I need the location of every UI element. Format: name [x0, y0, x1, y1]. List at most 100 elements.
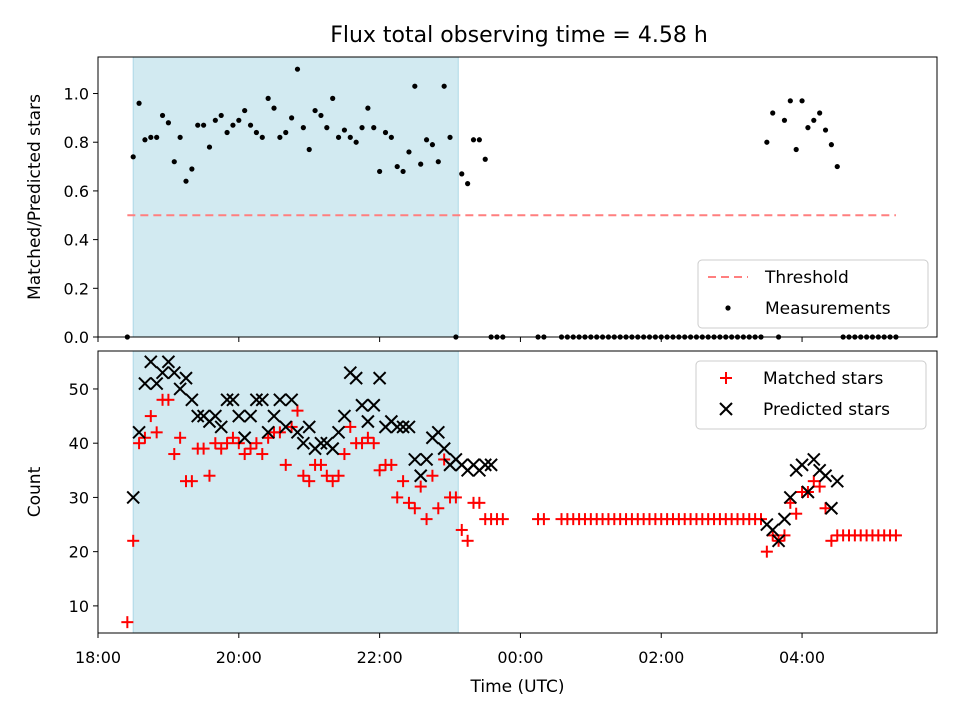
matched-star-point: [338, 448, 351, 461]
measurement-point: [206, 144, 213, 150]
measurement-point: [318, 112, 324, 119]
matched-star-point: [537, 513, 550, 526]
measurement-point: [400, 168, 406, 175]
predicted-star-point: [185, 393, 199, 407]
y-axis-label: Matched/Predicted stars: [25, 94, 45, 300]
matched-star-point: [790, 507, 803, 520]
measurement-point: [764, 139, 770, 145]
measurement-point: [805, 125, 811, 131]
predicted-star-point: [777, 512, 792, 526]
matched-star-point: [449, 491, 462, 504]
matched-star-point: [391, 491, 404, 504]
measurement-point: [159, 112, 166, 119]
matched-star-point: [344, 420, 357, 433]
measurement-point: [148, 134, 154, 140]
predicted-star-point: [155, 365, 170, 380]
shaded-observing-window: [132, 350, 459, 634]
measurement-point: [171, 159, 177, 165]
measurement-point: [423, 137, 430, 143]
legend-matched-swatch: [720, 372, 732, 384]
matched-star-point: [174, 431, 187, 444]
predicted-star-point: [807, 452, 821, 467]
predicted-star-point: [484, 458, 498, 472]
measurement-point: [412, 83, 418, 89]
measurement-point: [406, 149, 412, 155]
measurement-point: [154, 134, 160, 140]
measurement-point: [259, 134, 265, 140]
legend-box: [695, 360, 927, 430]
matched-star-point: [784, 496, 797, 509]
predicted-star-point: [279, 420, 293, 434]
measurement-point: [341, 127, 348, 133]
measurement-point: [787, 98, 793, 104]
predicted-star-point: [437, 441, 451, 456]
measurement-point: [201, 122, 207, 128]
legend-label: Measurements: [765, 299, 891, 319]
measurement-point: [447, 134, 453, 140]
predicted-star-point: [337, 409, 352, 423]
matched-star-point: [889, 529, 902, 542]
measurement-point: [353, 139, 359, 145]
y-axis-label: Count: [25, 466, 45, 517]
predicted-star-point: [161, 355, 176, 369]
measurement-point: [247, 122, 254, 128]
matched-star-point: [473, 496, 486, 509]
predicted-star-point: [226, 393, 240, 407]
legend-measurements-swatch: [725, 305, 731, 311]
x-tick-label: 20:00: [216, 648, 262, 667]
x-tick-label: 00:00: [497, 648, 543, 667]
matched-star-point: [244, 442, 257, 455]
measurement-point: [811, 117, 817, 123]
measurement-point: [781, 117, 788, 123]
measurement-point: [377, 168, 383, 175]
predicted-star-point: [771, 534, 786, 548]
y-tick-label: 20: [69, 543, 89, 562]
measurement-point: [817, 110, 823, 116]
y-tick-label: 0.0: [64, 328, 89, 347]
predicted-star-point: [390, 420, 404, 434]
matched-star-point: [385, 458, 398, 471]
predicted-star-point: [302, 420, 316, 434]
y-tick-label: 40: [69, 434, 89, 453]
measurement-point: [283, 129, 289, 136]
matched-star-point: [279, 458, 292, 471]
measurement-point: [277, 134, 283, 140]
measurement-point: [165, 120, 172, 126]
measurement-point: [294, 66, 301, 72]
predicted-star-point: [138, 376, 152, 391]
shaded-observing-window: [132, 56, 459, 338]
matched-star-point: [185, 475, 198, 488]
matched-star-point: [215, 442, 228, 455]
measurement-point: [230, 122, 236, 128]
measurement-point: [793, 146, 799, 153]
predicted-star-point: [149, 376, 164, 391]
predicted-star-point: [273, 393, 287, 407]
measurement-point: [470, 137, 477, 143]
x-tick-label: 18:00: [75, 648, 121, 667]
measurement-point: [324, 125, 330, 131]
predicted-star-point: [766, 523, 780, 537]
matched-star-point: [361, 431, 374, 444]
measurement-point: [195, 122, 201, 128]
measurement-point: [224, 129, 230, 136]
predicted-star-point: [314, 436, 328, 450]
legend-predicted-swatch: [719, 402, 733, 416]
measurement-point: [300, 125, 306, 131]
y-tick-label: 0.2: [64, 279, 89, 298]
y-tick-label: 30: [69, 488, 89, 507]
predicted-star-point: [290, 425, 305, 440]
measurement-point: [465, 181, 471, 187]
predicted-star-point: [214, 420, 228, 434]
predicted-star-point: [179, 371, 193, 385]
top-panel: 0.0 0.2 0.4 0.6 0.8 1.0 Matched/Predicted star…: [25, 56, 938, 347]
matched-star-point: [256, 448, 269, 461]
predicted-star-point: [355, 398, 369, 412]
measurement-point: [242, 107, 248, 114]
predicted-star-point: [419, 452, 434, 467]
matched-star-point: [226, 431, 239, 444]
measurement-point: [459, 171, 465, 177]
matched-star-point: [414, 480, 427, 493]
bottom-panel: 10 20 30 40 50 18:00 20:00 22:00 00:00 02:00 04:00…: [25, 350, 938, 697]
predicted-star-point: [325, 441, 340, 456]
